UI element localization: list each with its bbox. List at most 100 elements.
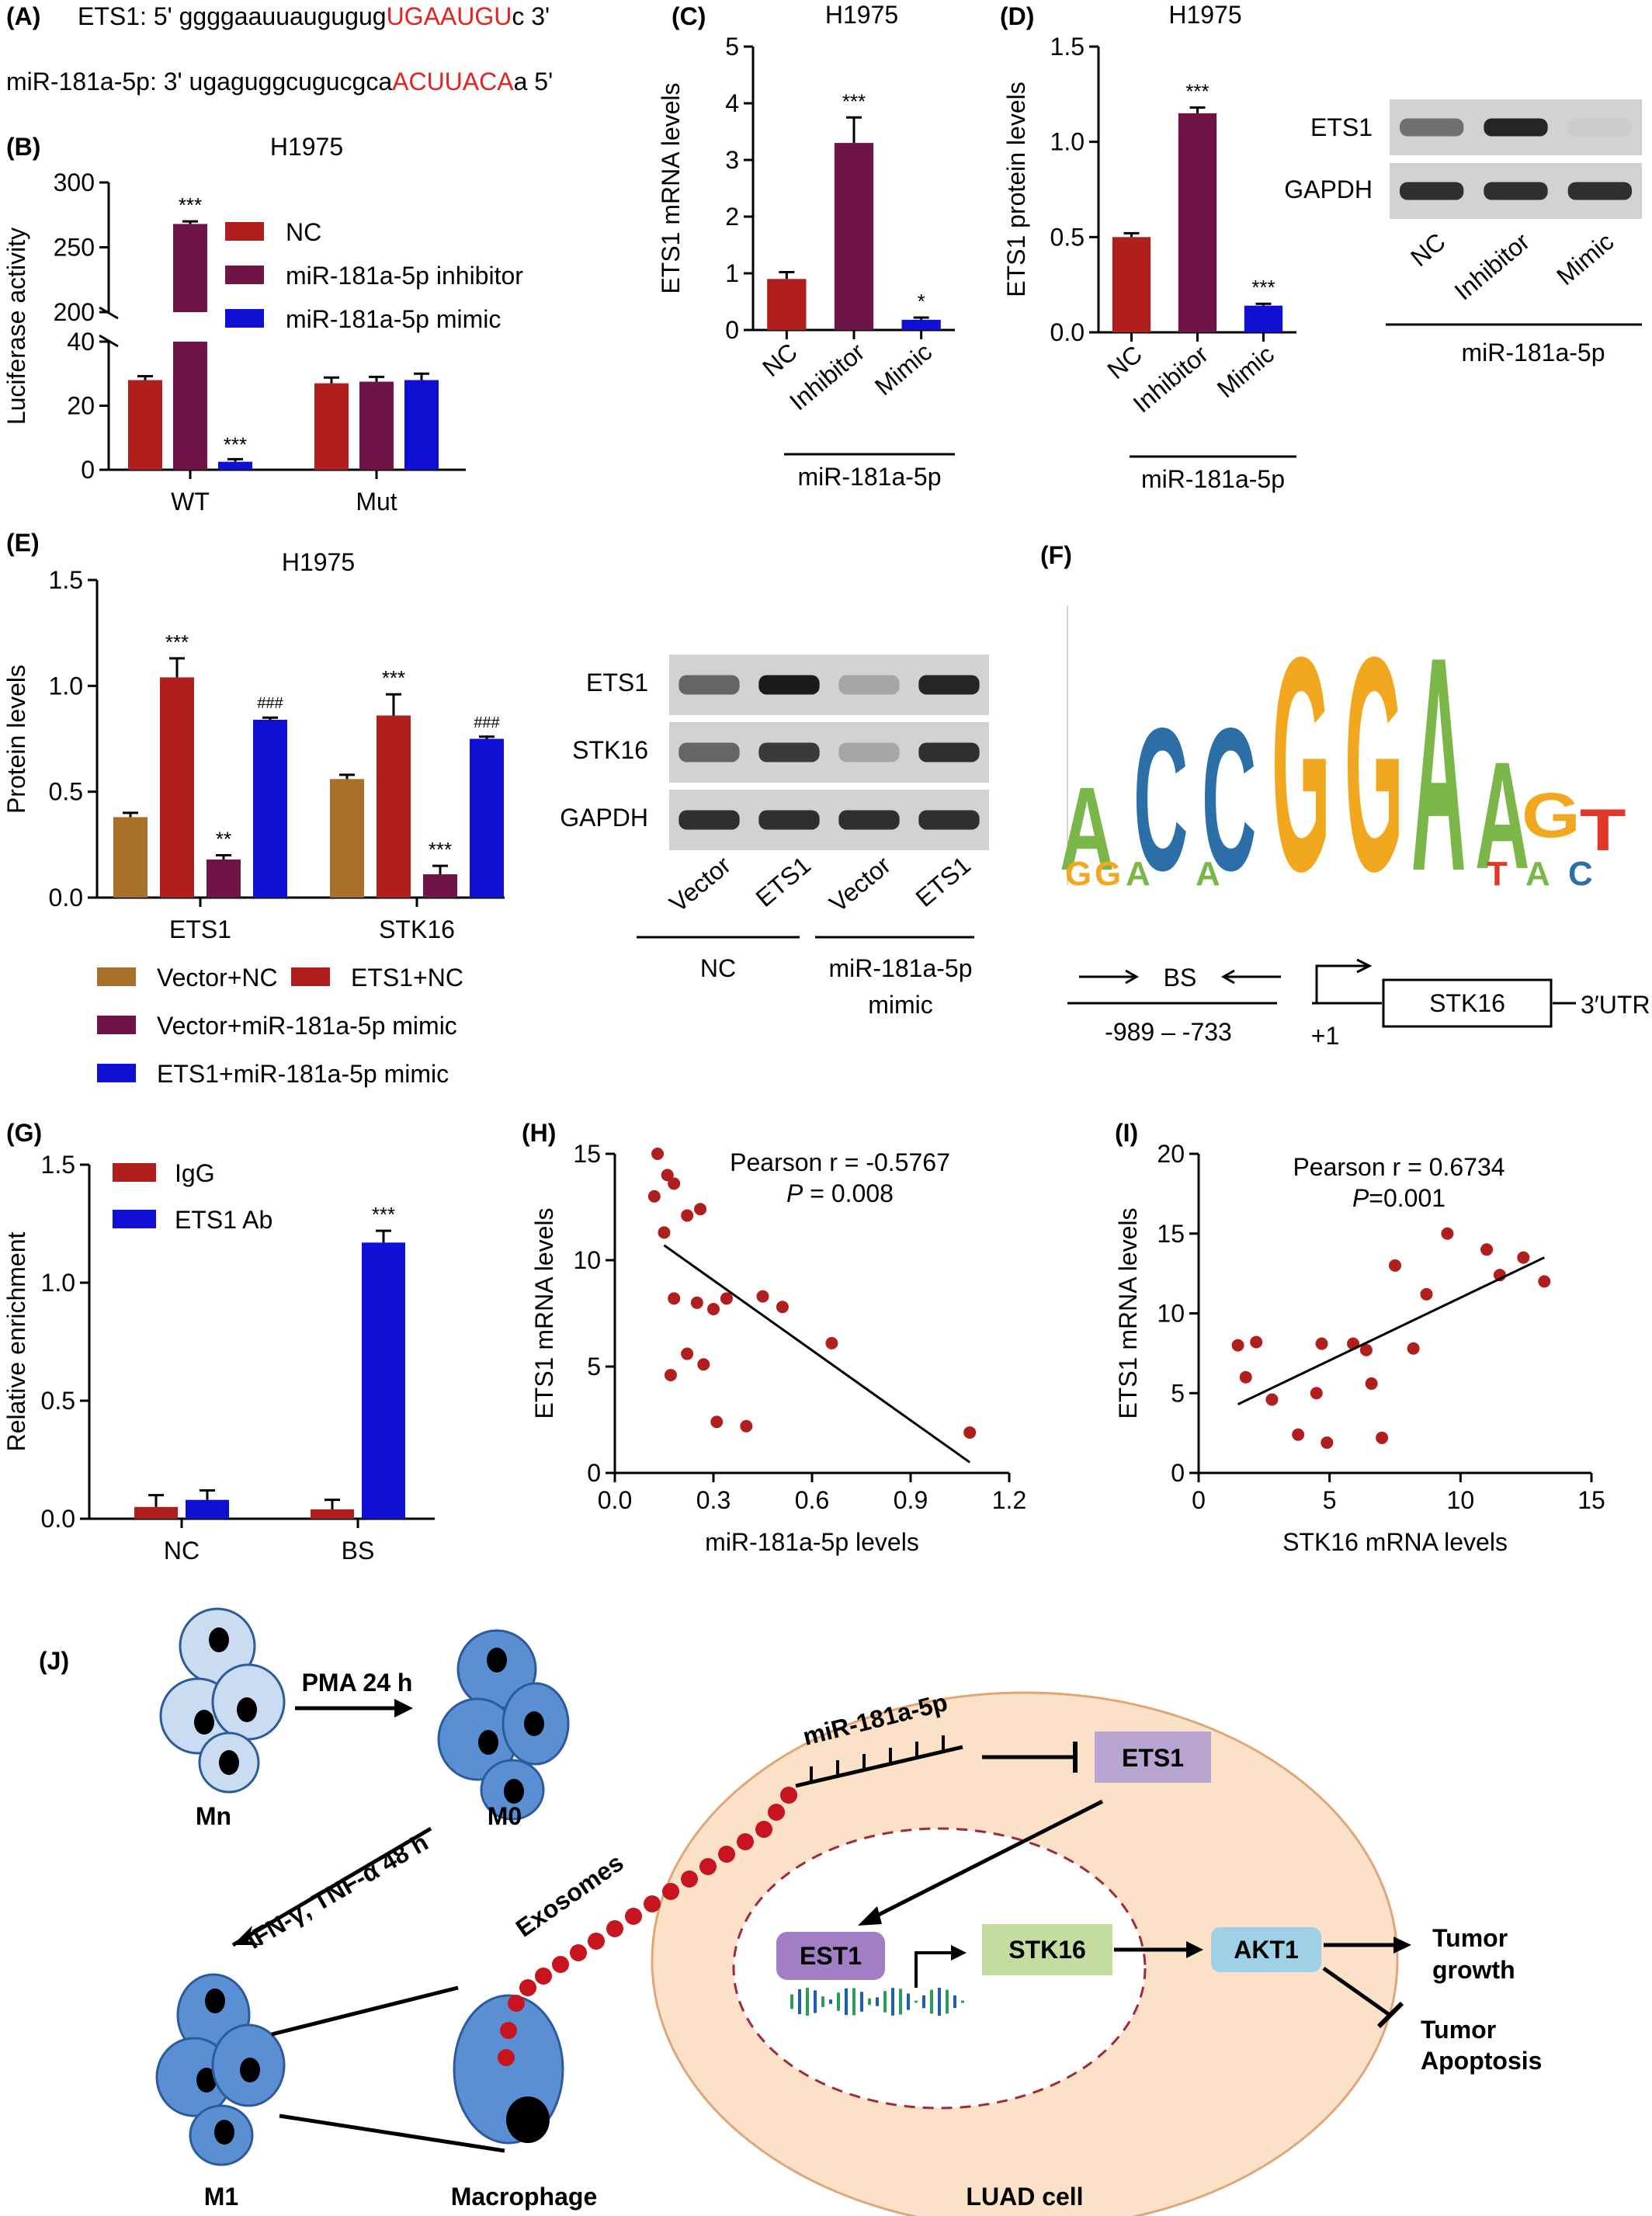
ets1-blot-band bbox=[1400, 118, 1464, 137]
logo-letter: C bbox=[1133, 686, 1188, 913]
y-tick-label: 1.0 bbox=[49, 672, 83, 700]
ets1-blot-band bbox=[1484, 118, 1548, 137]
data-point bbox=[707, 1303, 720, 1316]
x-tick-label: Inhibitor bbox=[784, 338, 870, 416]
ets1-blot-band bbox=[918, 675, 980, 695]
data-point bbox=[720, 1292, 733, 1305]
panel-c-label: (C) bbox=[672, 2, 706, 30]
exosome-dot bbox=[681, 1870, 698, 1888]
p-value-label: P = 0.008 bbox=[786, 1179, 894, 1207]
bar bbox=[404, 380, 439, 470]
x-tick-label: 10 bbox=[1447, 1486, 1475, 1514]
arrow-head bbox=[951, 1945, 967, 1961]
y-tick-label: 1 bbox=[725, 259, 739, 287]
panel-i-label: (I) bbox=[1115, 1119, 1138, 1147]
tss-label: +1 bbox=[1311, 1022, 1339, 1050]
x-tick-label: 0.9 bbox=[894, 1486, 928, 1514]
utr-label: 3′UTR bbox=[1581, 991, 1650, 1019]
x-tick-label: 0.0 bbox=[598, 1486, 632, 1514]
y-axis-title: Luciferase activity bbox=[2, 228, 30, 425]
lane-label: Mimic bbox=[1551, 228, 1619, 290]
legend-label: NC bbox=[286, 218, 321, 246]
legend-label: Vector+miR-181a-5p mimic bbox=[157, 1012, 457, 1040]
significance-mark: ### bbox=[257, 695, 283, 712]
bar-mimic bbox=[901, 319, 941, 330]
exosome-dot bbox=[500, 2022, 517, 2039]
logo-letter-minor: C bbox=[1568, 855, 1593, 893]
arrow-head bbox=[1393, 1936, 1411, 1954]
macrophage-label: Macrophage bbox=[451, 2183, 597, 2211]
bar bbox=[128, 380, 162, 470]
data-point bbox=[664, 1368, 677, 1381]
panel-e-label: (E) bbox=[6, 529, 40, 557]
tumor-growth-label: growth bbox=[1432, 1956, 1515, 1984]
y-tick-label: 15 bbox=[573, 1140, 601, 1168]
exosome-dot bbox=[498, 2049, 515, 2066]
bar bbox=[253, 719, 287, 898]
data-point bbox=[710, 1415, 724, 1429]
exosome-dot bbox=[768, 1804, 785, 1821]
y-tick-label: 1.5 bbox=[49, 566, 83, 594]
m1-cell-nucleus bbox=[214, 2120, 234, 2145]
chart-c: H1975 0 1 2 3 4 5 ETS1 mRNA levels NC *** Inhibito… bbox=[657, 1, 955, 491]
blot-row-label: ETS1 bbox=[1310, 113, 1373, 141]
exosome-dot bbox=[737, 1833, 754, 1850]
data-point bbox=[1376, 1431, 1389, 1444]
macrophage-nucleus bbox=[506, 2096, 550, 2143]
legend-label: miR-181a-5p inhibitor bbox=[286, 262, 523, 290]
y-tick-label: 10 bbox=[573, 1246, 601, 1274]
data-point bbox=[1231, 1339, 1244, 1352]
data-point bbox=[1292, 1428, 1305, 1441]
bar bbox=[160, 677, 194, 898]
data-point bbox=[825, 1336, 838, 1349]
lane-label: ETS1 bbox=[751, 851, 816, 912]
y-tick-label: 250 bbox=[54, 234, 95, 262]
chart-i: 0 5 10 15 20 0 5 10 15 ETS1 mRNA levels STK16 mRNA… bbox=[1114, 1140, 1605, 1556]
logo-letter: G bbox=[1345, 593, 1404, 934]
x-tick-label: 0.6 bbox=[795, 1486, 829, 1514]
x-tick-label: Mut bbox=[356, 488, 397, 516]
lane-label: Vector bbox=[824, 851, 896, 918]
y-tick-label: 0 bbox=[725, 316, 739, 344]
data-point bbox=[658, 1226, 671, 1239]
data-point bbox=[661, 1169, 674, 1182]
panel-h-label: (H) bbox=[522, 1119, 556, 1147]
x-tick-label: NC bbox=[757, 338, 803, 382]
ets1-seq-before: ETS1: 5' ggggaauuaugugug bbox=[78, 2, 387, 30]
chart-g: 0.0 0.5 1.0 1.5 Relative enrichment NC *** BS Ig… bbox=[2, 1151, 435, 1565]
data-point bbox=[1265, 1393, 1279, 1406]
significance-mark: *** bbox=[179, 193, 202, 217]
akt1-label: AKT1 bbox=[1234, 1936, 1299, 1964]
stimulation-label: IFN-γ, TNF-α 48 h bbox=[242, 1828, 433, 1954]
bar bbox=[218, 461, 252, 470]
legend-label: Vector+NC bbox=[157, 964, 278, 992]
m0-cell-nucleus bbox=[487, 1648, 507, 1672]
significance-mark: *** bbox=[382, 666, 405, 689]
y-tick-label: 5 bbox=[1171, 1379, 1185, 1407]
est1-label: EST1 bbox=[800, 1942, 862, 1970]
chart-D-title: H1975 bbox=[1168, 1, 1241, 29]
significance-mark: *** bbox=[842, 89, 866, 113]
y-tick-label: 0.5 bbox=[41, 1387, 75, 1415]
panel-d-label: (D) bbox=[1000, 2, 1034, 30]
position-range-label: -989 – -733 bbox=[1105, 1018, 1232, 1046]
ets1-blot-band bbox=[1567, 118, 1632, 137]
significance-mark: ** bbox=[216, 827, 231, 850]
data-point bbox=[756, 1290, 769, 1303]
significance-mark: *** bbox=[1185, 80, 1209, 103]
regression-line bbox=[1237, 1256, 1545, 1405]
panel-j-label: (J) bbox=[39, 1647, 69, 1675]
exosome-dot bbox=[718, 1846, 735, 1863]
y-axis-title: ETS1 mRNA levels bbox=[657, 82, 685, 293]
chart-e-title: H1975 bbox=[282, 548, 355, 576]
chart-h: 0 5 10 15 0.0 0.3 0.6 0.9 1.2 ETS1 mRNA levels miR… bbox=[530, 1140, 1026, 1556]
m1-cell-nucleus bbox=[196, 2068, 217, 2093]
exosome-dot bbox=[662, 1883, 679, 1900]
logo-letter: A bbox=[1475, 731, 1529, 901]
logo-letter: C bbox=[1202, 686, 1256, 913]
exosome-dot bbox=[699, 1858, 717, 1875]
legend-label: IgG bbox=[175, 1159, 215, 1187]
